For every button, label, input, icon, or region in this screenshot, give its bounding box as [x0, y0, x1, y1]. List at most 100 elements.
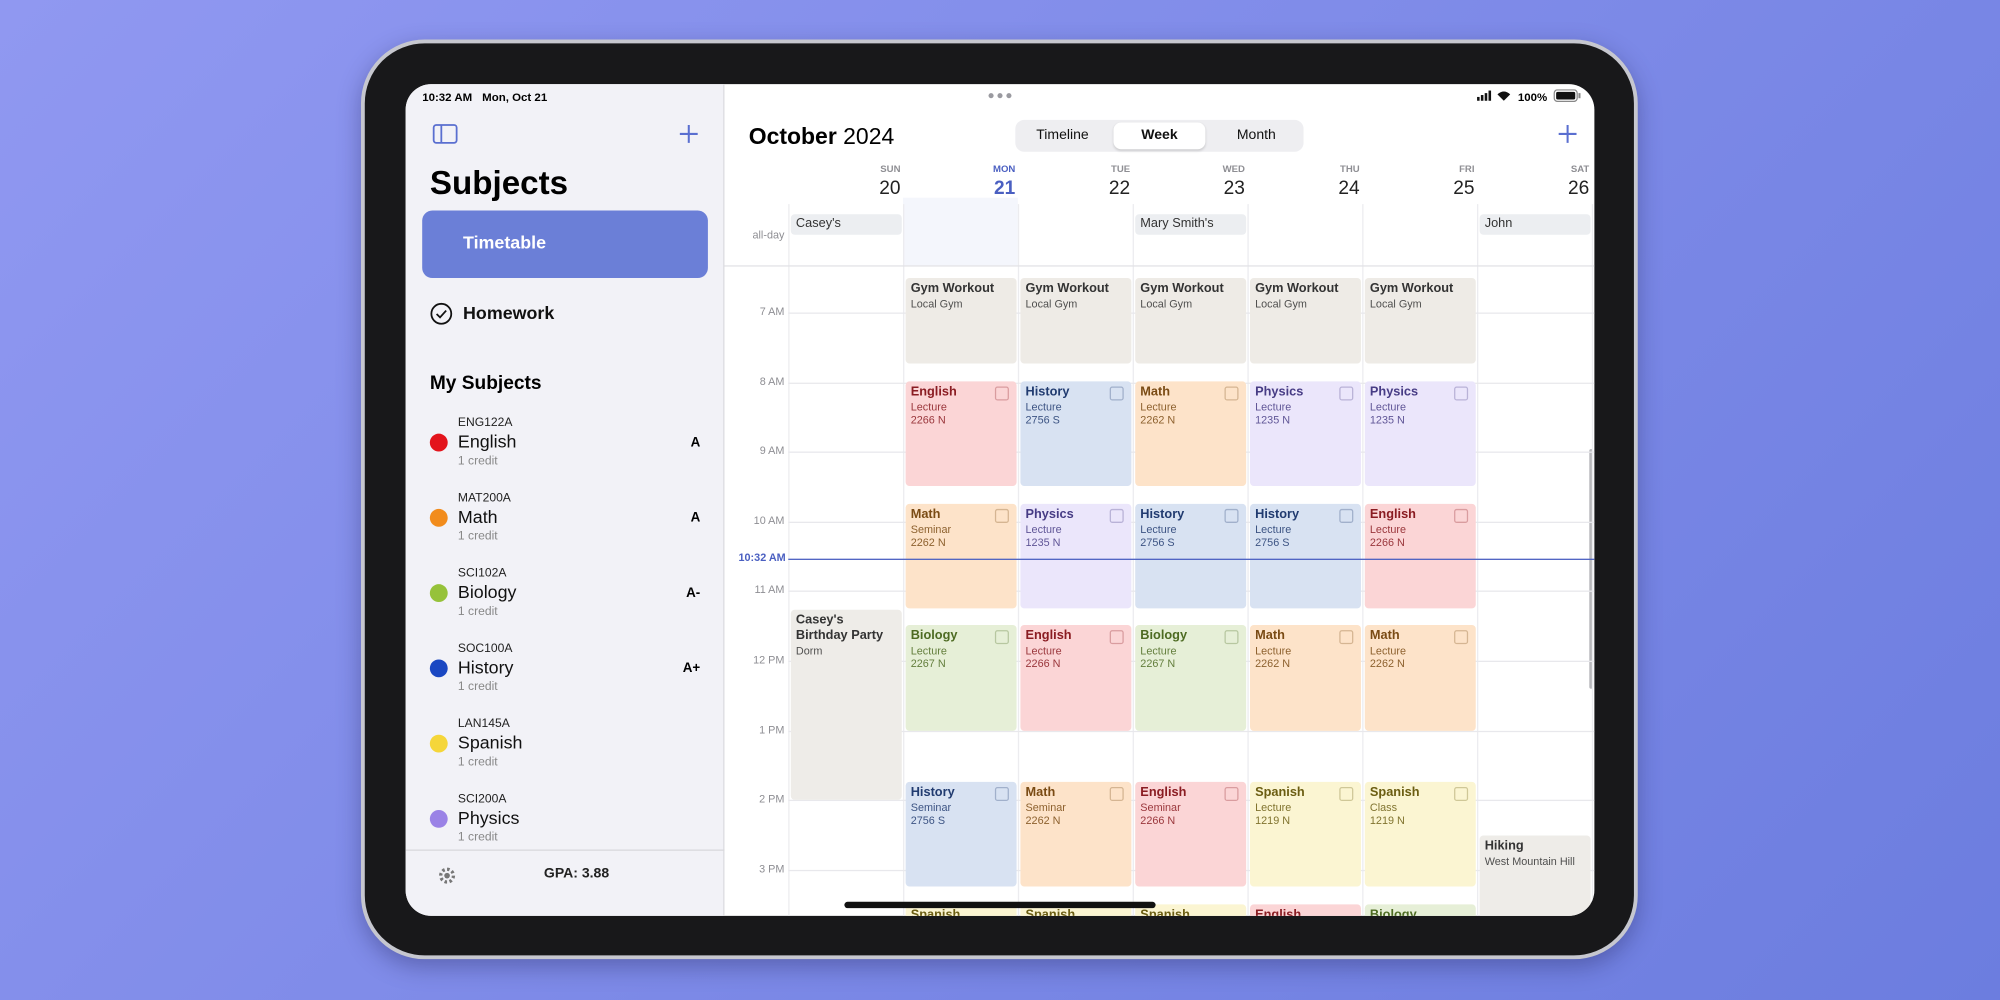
weekday-label: WED: [1222, 162, 1245, 175]
event-title: Casey's Birthday Party: [795, 613, 884, 644]
signal-wifi-icons: [1477, 90, 1511, 101]
column-divider: [903, 204, 905, 916]
hour-label: 8 AM: [759, 374, 785, 388]
date-label: 20: [879, 176, 901, 199]
event[interactable]: Math Seminar 2262 N: [905, 504, 1017, 609]
event-detail: 2756 S: [1140, 535, 1175, 549]
event[interactable]: Spanish: [905, 904, 1017, 916]
sidebar-toggle-icon[interactable]: [432, 124, 458, 144]
settings-icon[interactable]: [437, 866, 456, 885]
event[interactable]: English Seminar 2266 N: [1135, 781, 1247, 888]
status-battery: 100%: [1517, 90, 1548, 103]
subject-name[interactable]: Math: [457, 506, 498, 528]
event-icon: [1224, 630, 1239, 645]
event-detail: Lecture: [1255, 523, 1292, 536]
event[interactable]: History Lecture 2756 S: [1135, 504, 1247, 609]
event-detail: 2266 N: [1369, 535, 1405, 549]
event[interactable]: English Lecture 2266 N: [1020, 625, 1132, 731]
nav-item[interactable]: Homework: [463, 302, 555, 323]
subject-dot: [429, 734, 448, 753]
event[interactable]: Gym Workout Local Gym: [905, 277, 1017, 364]
event-detail: 1219 N: [1369, 813, 1405, 827]
date-label: 25: [1453, 176, 1475, 199]
event[interactable]: Biology Lecture 2267 N: [1135, 625, 1247, 731]
all-day-event[interactable]: John: [1479, 214, 1591, 235]
hour-label: 10 AM: [753, 513, 785, 527]
subject-name[interactable]: Biology: [457, 581, 517, 603]
hour-label: 12 PM: [753, 653, 785, 666]
subject-dot: [429, 508, 448, 527]
subject-name[interactable]: Physics: [457, 807, 520, 829]
event[interactable]: Physics Lecture 1235 N: [1249, 381, 1361, 487]
event-title: History: [1025, 385, 1070, 400]
all-day-event[interactable]: Casey's: [790, 214, 902, 235]
subject-credits: 1 credit: [457, 605, 498, 620]
event[interactable]: Spanish: [1135, 904, 1247, 916]
event[interactable]: Spanish Class 1219 N: [1364, 781, 1476, 888]
event[interactable]: English: [1249, 904, 1361, 916]
view-option[interactable]: Timeline: [1036, 127, 1089, 144]
event[interactable]: Math Lecture 2262 N: [1249, 625, 1361, 731]
subject-credits: 1 credit: [457, 830, 498, 845]
event-detail: 2756 S: [1255, 535, 1290, 549]
column-divider: [1132, 204, 1134, 916]
event[interactable]: Spanish: [1020, 904, 1132, 916]
event-detail: 2756 S: [1025, 413, 1060, 427]
subject-name[interactable]: Spanish: [457, 732, 523, 753]
subject-name[interactable]: English: [457, 431, 517, 452]
scroll-indicator: [1589, 448, 1594, 689]
event-icon: [994, 386, 1009, 401]
event[interactable]: English Lecture 2266 N: [1364, 504, 1476, 609]
event[interactable]: History Lecture 2756 S: [1249, 504, 1361, 609]
now-label: 10:32 AM: [738, 550, 786, 564]
nav-item[interactable]: Timetable: [463, 232, 547, 253]
event-detail: 2756 S: [910, 813, 946, 827]
event[interactable]: Gym Workout Local Gym: [1249, 277, 1361, 364]
hour-line: [788, 730, 1595, 732]
date-label: 21: [994, 176, 1016, 199]
event[interactable]: Physics Lecture 1235 N: [1364, 381, 1476, 487]
event-detail: Lecture: [1140, 523, 1177, 536]
event[interactable]: Math Seminar 2262 N: [1020, 781, 1132, 888]
event-icon: [994, 786, 1009, 802]
event[interactable]: Spanish Lecture 1219 N: [1249, 781, 1361, 888]
event-title: Physics: [1025, 507, 1074, 522]
subject-name[interactable]: History: [457, 657, 514, 678]
event-icon: [1224, 509, 1239, 524]
event[interactable]: Casey's Birthday Party Dorm: [790, 609, 902, 800]
event[interactable]: Gym Workout Local Gym: [1020, 277, 1132, 364]
event[interactable]: Physics Lecture 1235 N: [1020, 504, 1132, 609]
subject-code: SOC100A: [457, 642, 513, 657]
event-icon: [1339, 509, 1354, 524]
event[interactable]: Gym Workout Local Gym: [1135, 277, 1247, 364]
event[interactable]: Biology Lecture 2267 N: [905, 625, 1017, 731]
gpa: GPA: 3.88: [543, 866, 610, 882]
event[interactable]: Hiking West Mountain Hill: [1479, 834, 1591, 916]
event-detail: Seminar: [1140, 801, 1181, 814]
event[interactable]: History Seminar 2756 S: [905, 781, 1017, 888]
event[interactable]: English Lecture 2266 N: [905, 381, 1017, 487]
event[interactable]: Math Lecture 2262 N: [1364, 625, 1476, 731]
subject-code: LAN145A: [457, 717, 510, 732]
event-title: Spanish: [1369, 785, 1420, 800]
weekday-label: TUE: [1110, 162, 1131, 175]
add-subject-button[interactable]: [679, 124, 699, 144]
multitask-dots[interactable]: [987, 92, 1013, 100]
subject-dot: [429, 584, 448, 603]
month-year: October 2024: [749, 122, 1004, 150]
weekday-label: FRI: [1459, 162, 1475, 175]
add-event-button[interactable]: [1557, 124, 1577, 144]
all-day-event[interactable]: Mary Smith's: [1135, 214, 1247, 235]
event[interactable]: History Lecture 2756 S: [1020, 381, 1132, 487]
subject-grade: [649, 734, 700, 753]
event[interactable]: Math Lecture 2262 N: [1135, 381, 1247, 487]
event-icon: [1224, 386, 1239, 401]
event-detail: Class: [1369, 801, 1398, 814]
event[interactable]: Gym Workout Local Gym: [1364, 277, 1476, 364]
event-detail: Lecture: [1140, 400, 1177, 414]
event[interactable]: Biology: [1364, 904, 1476, 916]
event-detail: Lecture: [910, 400, 947, 414]
view-option[interactable]: Month: [1236, 127, 1276, 144]
view-option[interactable]: Week: [1141, 127, 1178, 144]
